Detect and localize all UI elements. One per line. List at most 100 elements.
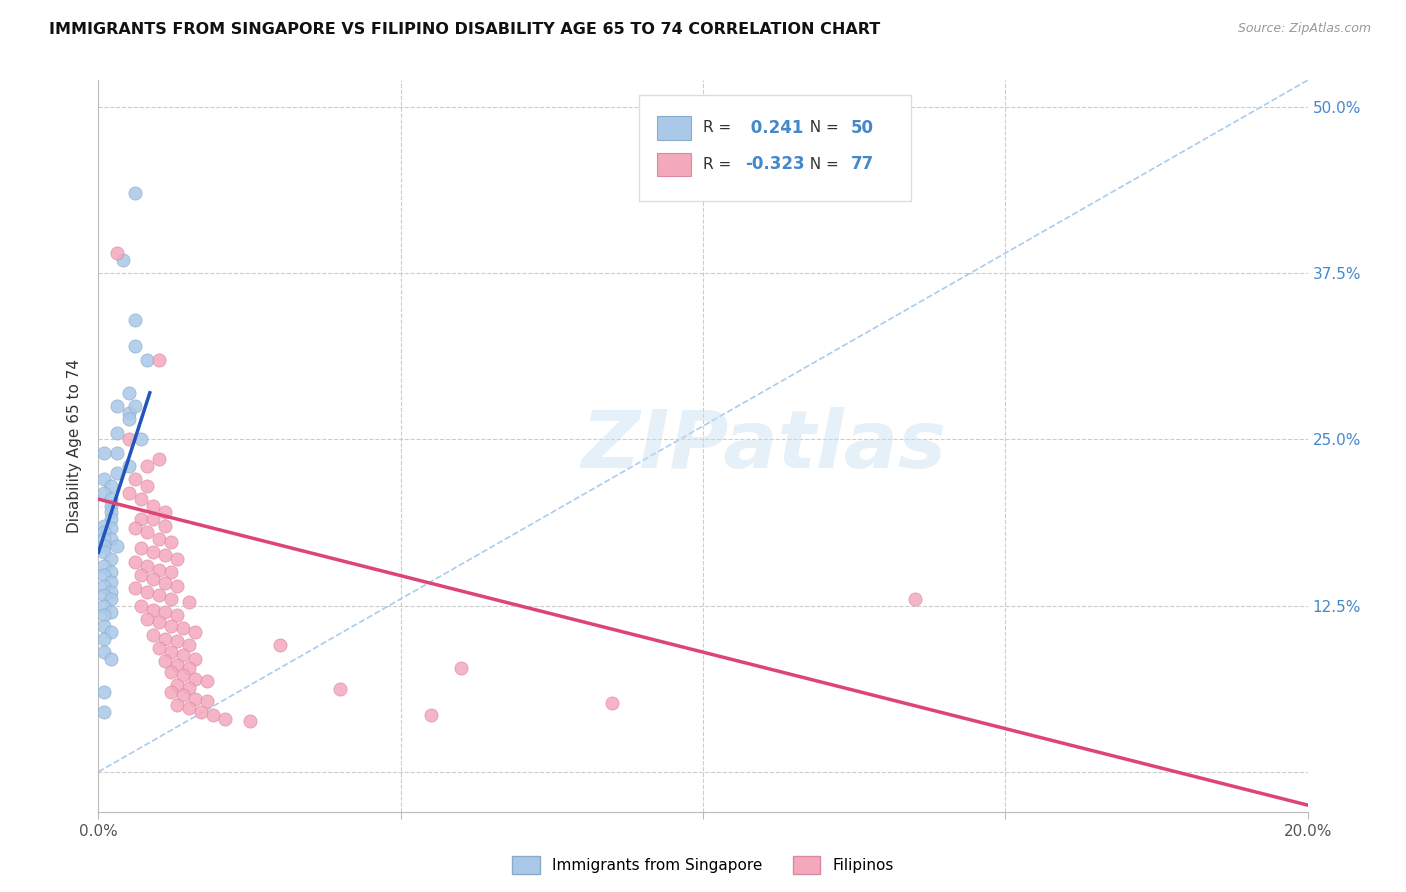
Point [166, 678, 188, 692]
Point [100, 532, 122, 546]
Point [160, 534, 183, 549]
Y-axis label: Disability Age 65 to 74: Disability Age 65 to 74 [67, 359, 83, 533]
Point [142, 628, 165, 642]
Point [118, 485, 141, 500]
Point [269, 639, 291, 653]
Point [160, 645, 183, 659]
Point [135, 352, 157, 367]
Point [602, 696, 624, 710]
Legend: Immigrants from Singapore, Filipinos: Immigrants from Singapore, Filipinos [506, 850, 900, 880]
Point [93, 518, 115, 533]
Point [153, 548, 176, 562]
Point [179, 701, 201, 715]
Point [148, 532, 170, 546]
Text: N =: N = [800, 120, 844, 136]
Point [166, 552, 188, 566]
Point [142, 572, 165, 586]
Point [160, 685, 183, 699]
Point [105, 246, 128, 260]
Point [450, 661, 472, 675]
Point [153, 632, 176, 646]
Point [160, 665, 183, 679]
Point [100, 552, 122, 566]
Text: R =: R = [703, 157, 737, 172]
Point [142, 545, 165, 559]
Point [93, 568, 115, 582]
Point [93, 445, 115, 459]
Point [214, 712, 236, 726]
Point [105, 399, 128, 413]
Point [129, 433, 152, 447]
Text: ZIPatlas: ZIPatlas [581, 407, 946, 485]
Point [100, 625, 122, 640]
Point [179, 594, 201, 608]
Point [93, 632, 115, 646]
Point [184, 625, 207, 640]
Point [153, 655, 176, 669]
Point [135, 585, 157, 599]
Point [420, 707, 443, 722]
Text: -0.323: -0.323 [745, 155, 806, 173]
Point [153, 576, 176, 591]
Point [148, 588, 170, 602]
Point [124, 555, 146, 569]
Point [190, 705, 212, 719]
Point [184, 652, 207, 666]
Point [105, 425, 128, 440]
Point [129, 492, 152, 507]
Point [142, 512, 165, 526]
Point [148, 641, 170, 656]
Point [195, 694, 218, 708]
Point [100, 512, 122, 526]
Text: 77: 77 [851, 155, 873, 173]
Point [105, 445, 128, 459]
Point [124, 472, 146, 486]
Point [166, 698, 188, 713]
Point [93, 532, 115, 546]
Point [142, 499, 165, 513]
Point [118, 458, 141, 473]
Point [160, 591, 183, 606]
Point [172, 648, 194, 662]
Point [100, 585, 122, 599]
Point [135, 558, 157, 573]
Point [166, 634, 188, 648]
Point [202, 707, 225, 722]
Point [153, 518, 176, 533]
Text: 50: 50 [851, 119, 873, 136]
Point [93, 472, 115, 486]
Point [93, 645, 115, 659]
Point [124, 521, 146, 535]
Point [93, 539, 115, 553]
Point [160, 618, 183, 632]
Point [172, 667, 194, 681]
Text: N =: N = [800, 157, 844, 172]
Point [105, 539, 128, 553]
Point [118, 385, 141, 400]
Point [148, 352, 170, 367]
Point [179, 681, 201, 695]
Point [166, 579, 188, 593]
Point [93, 607, 115, 622]
Point [93, 588, 115, 602]
Point [142, 602, 165, 616]
Point [100, 521, 122, 535]
Point [100, 652, 122, 666]
Point [184, 691, 207, 706]
FancyBboxPatch shape [638, 95, 911, 201]
Point [93, 579, 115, 593]
Point [124, 399, 146, 413]
Point [100, 479, 122, 493]
Point [124, 186, 146, 201]
Point [184, 672, 207, 686]
Text: 0.241: 0.241 [745, 119, 804, 136]
Point [100, 591, 122, 606]
Point [153, 605, 176, 619]
Point [129, 599, 152, 613]
Point [118, 406, 141, 420]
Point [148, 563, 170, 577]
Point [124, 582, 146, 596]
Point [118, 412, 141, 426]
Point [153, 506, 176, 520]
Point [129, 512, 152, 526]
